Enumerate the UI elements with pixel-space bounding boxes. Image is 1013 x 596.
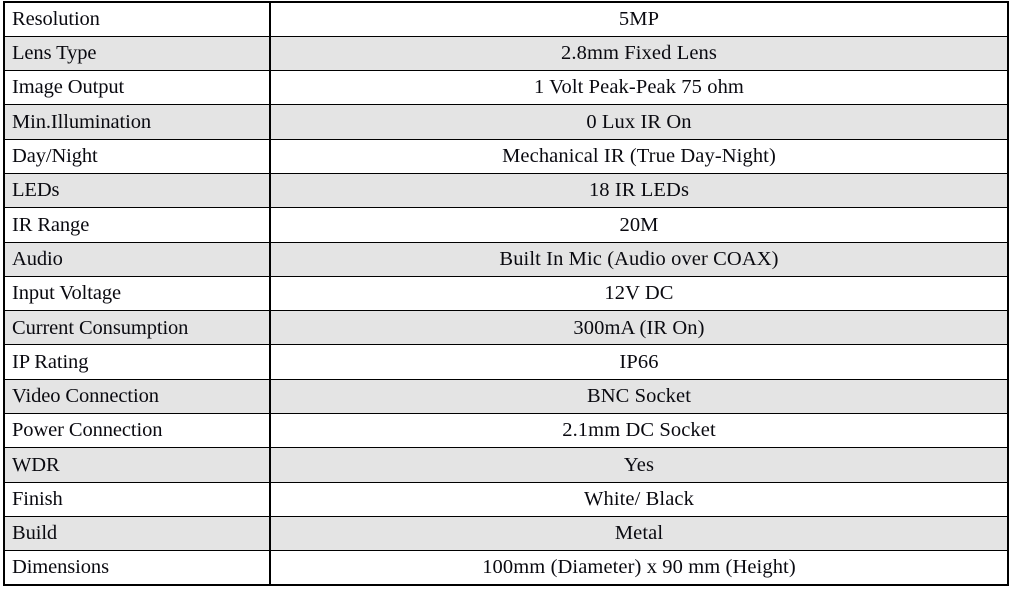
specification-table-body: Resolution 5MP Lens Type 2.8mm Fixed Lens Im…	[3, 0, 1009, 587]
spec-label-cell: Build	[3, 515, 271, 552]
table-row: WDR Yes	[3, 447, 1009, 483]
spec-label-cell: Power Connection	[3, 413, 271, 449]
table-row: Build Metal	[3, 515, 1009, 552]
table-row: Video Connection BNC Socket	[3, 378, 1009, 415]
camera-specification-table: Resolution 5MP Lens Type 2.8mm Fixed Lens Im…	[3, 0, 1009, 587]
spec-label-cell: IR Range	[3, 207, 271, 243]
table-row: Min.Illumination 0 Lux IR On	[3, 104, 1009, 140]
spec-value-cell: Mechanical IR (True Day-Night)	[269, 138, 1009, 174]
table-row: Dimensions 100mm (Diameter) x 90 mm (Heig…	[3, 550, 1009, 587]
spec-value-cell: 5MP	[269, 0, 1009, 37]
spec-value-cell: IP66	[269, 344, 1009, 380]
spec-value-cell: Metal	[269, 515, 1009, 552]
spec-value-cell: White/ Black	[269, 481, 1009, 517]
table-row: LEDs 18 IR LEDs	[3, 172, 1009, 209]
table-row: IP Rating IP66	[3, 344, 1009, 380]
spec-label-cell: Day/Night	[3, 138, 271, 174]
spec-label-cell: WDR	[3, 447, 271, 483]
table-row: Image Output 1 Volt Peak-Peak 75 ohm	[3, 70, 1009, 106]
specification-table-container: Resolution 5MP Lens Type 2.8mm Fixed Lens Im…	[3, 0, 1009, 595]
spec-value-cell: 2.8mm Fixed Lens	[269, 35, 1009, 72]
spec-label-cell: IP Rating	[3, 344, 271, 380]
table-row: Audio Built In Mic (Audio over COAX)	[3, 241, 1009, 277]
table-row: Current Consumption 300mA (IR On)	[3, 310, 1009, 346]
spec-value-cell: 12V DC	[269, 275, 1009, 312]
spec-label-cell: Min.Illumination	[3, 104, 271, 140]
spec-value-cell: 20M	[269, 207, 1009, 243]
spec-value-cell: 1 Volt Peak-Peak 75 ohm	[269, 70, 1009, 106]
spec-label-cell: Current Consumption	[3, 310, 271, 346]
table-row: Resolution 5MP	[3, 0, 1009, 37]
table-row: Input Voltage 12V DC	[3, 275, 1009, 312]
table-row: Finish White/ Black	[3, 481, 1009, 517]
spec-label-cell: Audio	[3, 241, 271, 277]
spec-label-cell: Image Output	[3, 70, 271, 106]
spec-value-cell: 100mm (Diameter) x 90 mm (Height)	[269, 550, 1009, 587]
spec-label-cell: Input Voltage	[3, 275, 271, 312]
table-row: IR Range 20M	[3, 207, 1009, 243]
spec-value-cell: Built In Mic (Audio over COAX)	[269, 241, 1009, 277]
table-row: Power Connection 2.1mm DC Socket	[3, 413, 1009, 449]
table-row: Lens Type 2.8mm Fixed Lens	[3, 35, 1009, 72]
spec-label-cell: LEDs	[3, 172, 271, 209]
spec-value-cell: 0 Lux IR On	[269, 104, 1009, 140]
spec-value-cell: 300mA (IR On)	[269, 310, 1009, 346]
spec-label-cell: Lens Type	[3, 35, 271, 72]
spec-value-cell: 18 IR LEDs	[269, 172, 1009, 209]
table-row: Day/Night Mechanical IR (True Day-Night)	[3, 138, 1009, 174]
spec-value-cell: Yes	[269, 447, 1009, 483]
spec-value-cell: 2.1mm DC Socket	[269, 413, 1009, 449]
spec-label-cell: Dimensions	[3, 550, 271, 587]
spec-label-cell: Resolution	[3, 0, 271, 37]
spec-label-cell: Video Connection	[3, 378, 271, 415]
spec-label-cell: Finish	[3, 481, 271, 517]
spec-value-cell: BNC Socket	[269, 378, 1009, 415]
